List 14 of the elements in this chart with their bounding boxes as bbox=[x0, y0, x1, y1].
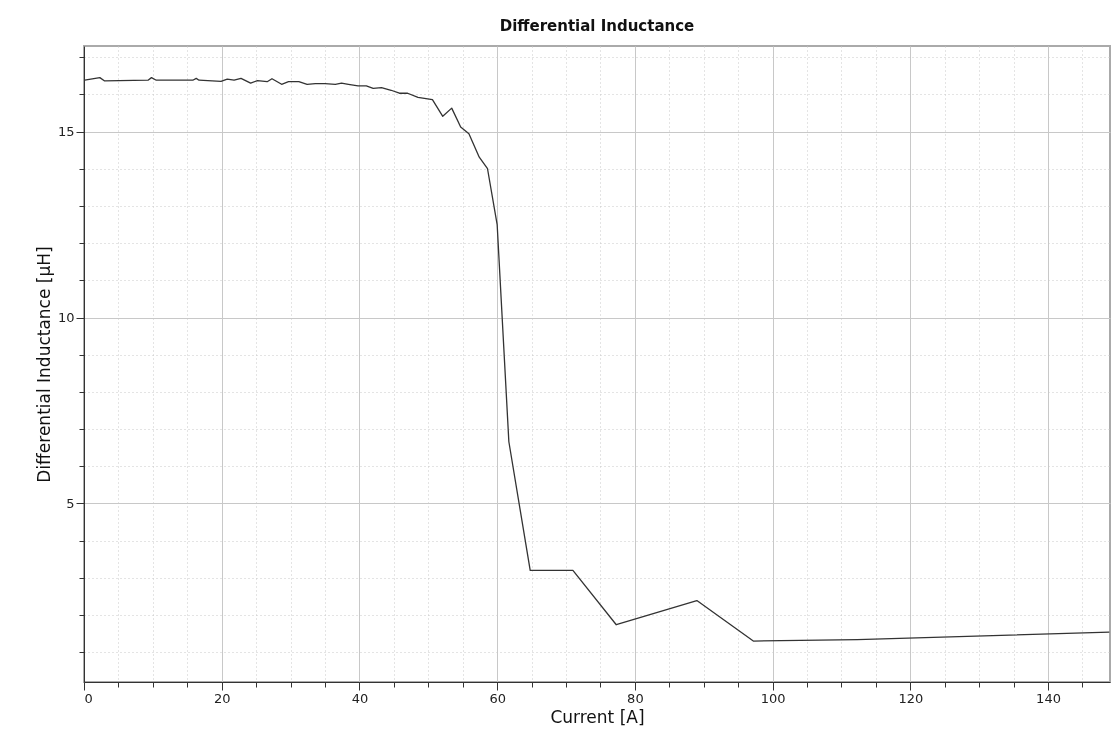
x-tick-label: 100 bbox=[760, 690, 786, 706]
y-tick-label: 5 bbox=[66, 495, 75, 511]
x-tick-label: 60 bbox=[489, 690, 506, 706]
x-axis-title: Current [A] bbox=[550, 706, 645, 727]
y-axis-title: Differential Inductance [µH] bbox=[33, 246, 54, 483]
x-tick-label: 140 bbox=[1036, 690, 1061, 706]
x-tick-label: 80 bbox=[627, 690, 644, 706]
x-tick-label: 20 bbox=[213, 690, 231, 706]
x-tick-label: 0 bbox=[84, 690, 93, 706]
y-tick-label: 15 bbox=[57, 124, 75, 140]
x-tick-label: 120 bbox=[898, 690, 924, 706]
y-tick-label: 10 bbox=[57, 310, 75, 326]
x-tick-label: 40 bbox=[351, 690, 369, 706]
chart-title: Differential Inductance bbox=[499, 17, 695, 35]
